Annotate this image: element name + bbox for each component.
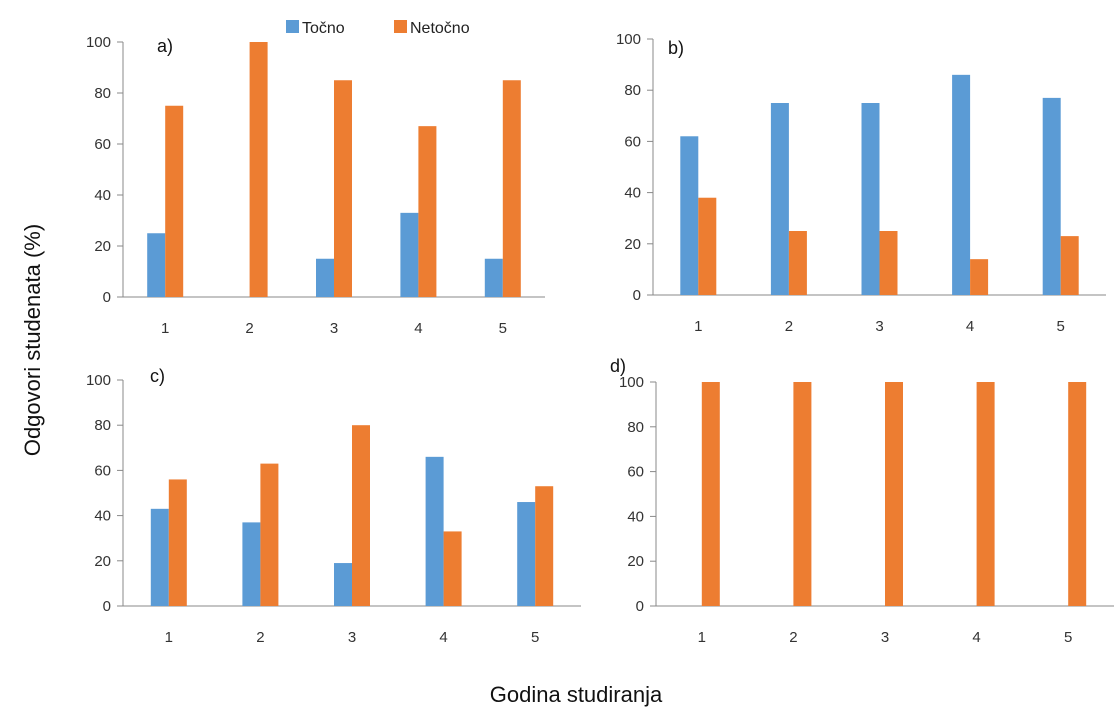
bar-c-netocno-4	[443, 531, 462, 606]
bar-b-tocno-4	[952, 74, 971, 295]
x-tick-label-d-5: 5	[1064, 629, 1072, 646]
x-tick-label-c-2: 2	[256, 629, 264, 646]
legend-label-netocno: Netočno	[410, 20, 470, 37]
panel-label-a: a)	[157, 36, 173, 56]
y-tick-label-d-60: 60	[627, 464, 644, 481]
x-tick-label-b-5: 5	[1057, 318, 1065, 335]
legend: Točno Netočno	[286, 20, 470, 37]
y-tick-label-c-100: 100	[86, 372, 111, 389]
bar-d-netocno-3	[885, 382, 903, 606]
y-tick-label-c-20: 20	[94, 553, 111, 570]
bar-b-netocno-1	[698, 197, 717, 295]
y-tick-label-a-0: 0	[103, 289, 111, 306]
bar-b-netocno-5	[1060, 236, 1079, 295]
legend-swatch-tocno	[286, 20, 299, 33]
panel-label-d: d)	[610, 356, 626, 376]
y-tick-label-d-100: 100	[619, 374, 644, 391]
x-tick-label-a-4: 4	[414, 320, 422, 337]
y-axis-title: Odgovori studenata (%)	[20, 224, 45, 456]
x-tick-label-d-4: 4	[972, 629, 980, 646]
x-tick-label-b-2: 2	[785, 318, 793, 335]
bar-a-tocno-3	[316, 258, 334, 297]
y-tick-label-b-20: 20	[624, 236, 641, 253]
x-tick-label-b-4: 4	[966, 318, 974, 335]
bar-d-netocno-5	[1068, 382, 1087, 606]
y-tick-label-a-20: 20	[94, 238, 111, 255]
bar-d-netocno-2	[793, 382, 812, 606]
bar-a-netocno-4	[418, 126, 437, 298]
bar-b-tocno-2	[770, 103, 789, 295]
bar-c-tocno-1	[150, 508, 169, 606]
bar-c-netocno-3	[352, 425, 370, 606]
x-axis-title: Godina studiranja	[490, 682, 663, 707]
chart-panel-c: 0 20 40 60 80 100 1 2 3 4 5 c)	[86, 366, 581, 646]
bar-c-netocno-5	[535, 486, 554, 606]
bar-a-tocno-5	[484, 258, 503, 297]
y-tick-label-d-80: 80	[627, 419, 644, 436]
panel-label-c: c)	[150, 366, 165, 386]
legend-label-tocno: Točno	[302, 20, 345, 37]
y-tick-label-b-40: 40	[624, 185, 641, 202]
bar-c-tocno-2	[242, 522, 261, 606]
chart-panel-a: 0 20 40 60 80 100 1 2 3 4 5 a)	[86, 34, 545, 337]
bar-b-netocno-3	[879, 231, 898, 295]
bar-a-tocno-4	[400, 212, 419, 297]
x-tick-label-b-3: 3	[875, 318, 883, 335]
y-tick-label-c-40: 40	[94, 508, 111, 525]
bar-d-netocno-4	[976, 382, 995, 606]
bar-d-netocno-1	[701, 382, 720, 606]
x-tick-label-c-1: 1	[165, 629, 173, 646]
y-tick-label-a-100: 100	[86, 34, 111, 51]
x-tick-label-a-3: 3	[330, 320, 338, 337]
bar-c-tocno-5	[517, 502, 536, 606]
bar-a-netocno-1	[165, 105, 184, 297]
bar-c-tocno-4	[425, 456, 444, 606]
x-tick-label-a-5: 5	[499, 320, 507, 337]
y-tick-label-b-80: 80	[624, 82, 641, 99]
y-tick-label-a-40: 40	[94, 187, 111, 204]
x-tick-label-c-4: 4	[439, 629, 447, 646]
y-tick-label-b-60: 60	[624, 133, 641, 150]
y-tick-label-a-80: 80	[94, 85, 111, 102]
bar-a-tocno-1	[147, 233, 166, 297]
bar-b-netocno-4	[970, 259, 989, 295]
y-tick-label-b-0: 0	[633, 287, 641, 304]
chart-panel-d: 0 20 40 60 80 100 1 2 3 4 5 d)	[610, 356, 1114, 646]
bar-a-netocno-5	[502, 80, 521, 297]
y-tick-label-c-60: 60	[94, 462, 111, 479]
bar-b-tocno-1	[680, 136, 699, 295]
y-tick-label-d-40: 40	[627, 508, 644, 525]
x-tick-label-a-2: 2	[245, 320, 253, 337]
bar-b-tocno-5	[1042, 97, 1061, 295]
bar-a-netocno-2	[249, 42, 268, 297]
bar-b-netocno-2	[788, 231, 807, 295]
bar-b-tocno-3	[861, 103, 880, 295]
bar-c-netocno-1	[168, 479, 187, 606]
x-tick-label-d-2: 2	[789, 629, 797, 646]
x-tick-label-a-1: 1	[161, 320, 169, 337]
y-tick-label-d-0: 0	[636, 598, 644, 615]
y-tick-label-c-0: 0	[103, 598, 111, 615]
panel-label-b: b)	[668, 38, 684, 58]
x-tick-label-c-3: 3	[348, 629, 356, 646]
bar-a-netocno-3	[334, 80, 352, 297]
y-tick-label-a-60: 60	[94, 136, 111, 153]
y-tick-label-c-80: 80	[94, 417, 111, 434]
x-tick-label-d-3: 3	[881, 629, 889, 646]
x-tick-label-d-1: 1	[698, 629, 706, 646]
x-tick-label-c-5: 5	[531, 629, 539, 646]
bar-c-netocno-2	[260, 463, 279, 606]
chart-panel-b: 0 20 40 60 80 100 1 2 3 4 5 b)	[616, 31, 1106, 335]
y-tick-label-b-100: 100	[616, 31, 641, 48]
bar-c-tocno-3	[334, 563, 352, 606]
legend-swatch-netocno	[394, 20, 407, 33]
x-tick-label-b-1: 1	[694, 318, 702, 335]
y-tick-label-d-20: 20	[627, 553, 644, 570]
